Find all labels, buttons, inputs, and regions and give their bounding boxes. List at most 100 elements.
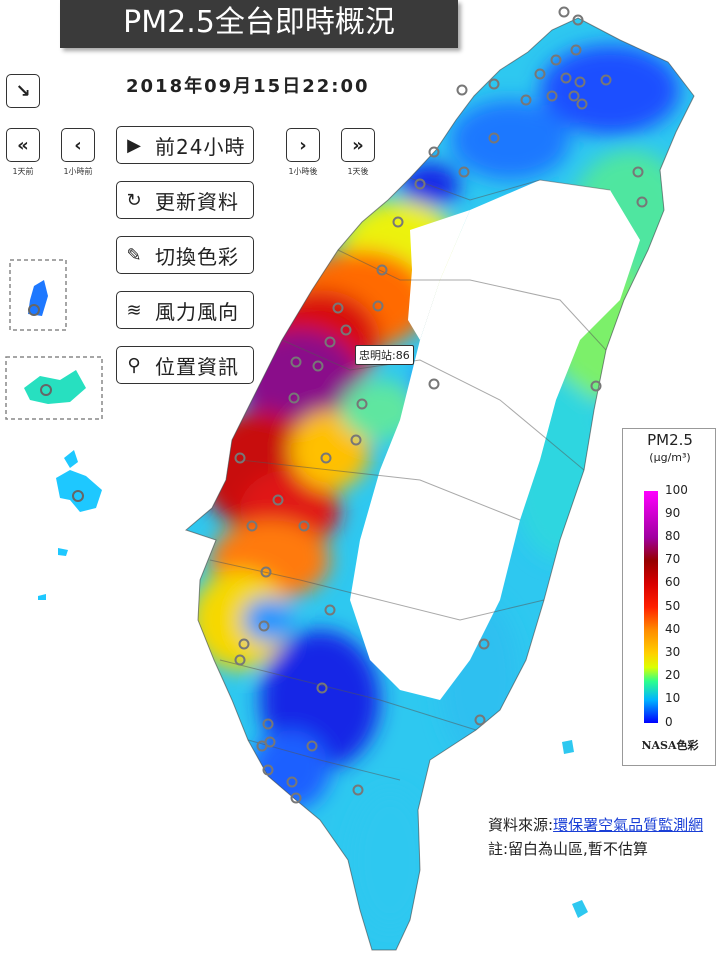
location-button[interactable]: ⚲ 位置資訊 bbox=[116, 346, 254, 384]
legend-tick: 40 bbox=[665, 622, 681, 636]
station-marker[interactable] bbox=[340, 324, 352, 336]
legend-tick: 50 bbox=[665, 599, 681, 613]
legend-footer: NASA色彩 bbox=[641, 739, 699, 752]
forward-1-hour-button[interactable]: › bbox=[286, 128, 320, 162]
station-marker[interactable] bbox=[488, 132, 500, 144]
data-source-prefix: 資料來源: bbox=[488, 816, 554, 834]
station-marker[interactable] bbox=[458, 166, 470, 178]
play-circle-icon: ▶ bbox=[127, 134, 141, 156]
matsu-inset-box bbox=[5, 356, 103, 420]
switch-color-label: 切換色彩 bbox=[155, 244, 239, 269]
map-note: 註:留白為山區,暫不估算 bbox=[488, 840, 648, 858]
location-label: 位置資訊 bbox=[155, 354, 239, 379]
station-marker[interactable] bbox=[324, 604, 336, 616]
station-marker[interactable] bbox=[550, 54, 562, 66]
station-marker[interactable] bbox=[568, 90, 580, 102]
taiwan-outline bbox=[184, 17, 695, 951]
station-marker[interactable] bbox=[312, 360, 324, 372]
double-chevron-right-icon: » bbox=[352, 134, 364, 156]
station-marker[interactable] bbox=[238, 638, 250, 650]
station-marker[interactable] bbox=[298, 520, 310, 532]
refresh-data-label: 更新資料 bbox=[155, 189, 239, 214]
wind-button[interactable]: ≋ 風力風向 bbox=[116, 291, 254, 329]
station-marker[interactable] bbox=[632, 166, 644, 178]
legend-tick: 0 bbox=[665, 715, 673, 729]
switch-color-button[interactable]: ✎ 切換色彩 bbox=[116, 236, 254, 274]
legend-tick: 80 bbox=[665, 529, 681, 543]
kinmen-inset-box bbox=[9, 259, 67, 331]
station-marker[interactable] bbox=[570, 44, 582, 56]
back-1-day-button[interactable]: « bbox=[6, 128, 40, 162]
refresh-data-button[interactable]: ↻ 更新資料 bbox=[116, 181, 254, 219]
legend-color-bar bbox=[644, 491, 658, 723]
wind-icon: ≋ bbox=[126, 299, 142, 321]
legend-tick: 20 bbox=[665, 668, 681, 682]
collapse-panel-button[interactable]: ↘ bbox=[6, 74, 40, 108]
station-marker[interactable] bbox=[350, 434, 362, 446]
station-marker[interactable] bbox=[352, 784, 364, 796]
station-marker[interactable] bbox=[428, 378, 440, 390]
station-marker[interactable] bbox=[428, 146, 440, 158]
legend-unit: (μg/m³) bbox=[649, 451, 691, 464]
wind-label: 風力風向 bbox=[155, 299, 239, 324]
past-24-hours-button[interactable]: ▶ 前24小時 bbox=[116, 126, 254, 164]
station-marker[interactable] bbox=[456, 84, 468, 96]
station-marker[interactable] bbox=[636, 196, 648, 208]
forward-1-day-caption: 1天後 bbox=[347, 167, 369, 176]
station-marker[interactable] bbox=[286, 776, 298, 788]
station-marker[interactable] bbox=[414, 178, 426, 190]
station-marker[interactable] bbox=[590, 380, 602, 392]
station-marker[interactable] bbox=[272, 494, 284, 506]
orchid-island bbox=[562, 740, 574, 754]
chevron-left-icon: ‹ bbox=[74, 134, 82, 156]
station-marker[interactable] bbox=[520, 94, 532, 106]
station-marker[interactable] bbox=[478, 638, 490, 650]
back-1-day-caption: 1天前 bbox=[12, 167, 34, 176]
monitoring-stations[interactable] bbox=[234, 6, 648, 804]
station-marker[interactable] bbox=[320, 452, 332, 464]
station-marker[interactable] bbox=[488, 78, 500, 90]
station-marker[interactable] bbox=[234, 654, 246, 666]
data-source-link[interactable]: 環保署空氣品質監測網 bbox=[553, 816, 704, 834]
station-marker[interactable] bbox=[572, 14, 584, 26]
back-1-hour-caption: 1小時前 bbox=[63, 167, 93, 176]
back-1-hour-button[interactable]: ‹ bbox=[61, 128, 95, 162]
station-marker[interactable] bbox=[558, 6, 570, 18]
legend-tick: 10 bbox=[665, 691, 681, 705]
station-marker[interactable] bbox=[316, 682, 328, 694]
station-marker[interactable] bbox=[258, 620, 270, 632]
station-marker[interactable] bbox=[546, 90, 558, 102]
station-marker[interactable] bbox=[392, 216, 404, 228]
double-chevron-left-icon: « bbox=[17, 134, 29, 156]
station-marker[interactable] bbox=[372, 300, 384, 312]
legend-tick: 90 bbox=[665, 506, 681, 520]
station-marker[interactable] bbox=[262, 764, 274, 776]
forward-1-day-button[interactable]: » bbox=[341, 128, 375, 162]
station-marker[interactable] bbox=[474, 714, 486, 726]
station-marker[interactable] bbox=[246, 520, 258, 532]
legend-tick: 70 bbox=[665, 552, 681, 566]
station-marker[interactable] bbox=[576, 98, 588, 110]
refresh-icon: ↻ bbox=[126, 189, 142, 211]
station-marker[interactable] bbox=[306, 740, 318, 752]
legend-tick: 100 bbox=[665, 483, 688, 497]
station-marker[interactable] bbox=[376, 264, 388, 276]
station-marker[interactable] bbox=[288, 392, 300, 404]
arrow-down-right-icon: ↘ bbox=[15, 80, 31, 102]
station-marker[interactable] bbox=[600, 74, 612, 86]
station-marker[interactable] bbox=[356, 398, 368, 410]
station-marker[interactable] bbox=[574, 76, 586, 88]
station-marker[interactable] bbox=[260, 566, 272, 578]
station-marker[interactable] bbox=[290, 356, 302, 368]
pm25-legend: PM2.5 (μg/m³) 100 90 80 70 60 50 40 30 2… bbox=[622, 428, 716, 766]
station-marker[interactable] bbox=[290, 792, 302, 804]
station-marker[interactable] bbox=[262, 718, 274, 730]
station-marker[interactable] bbox=[234, 452, 246, 464]
past-24-hours-label: 前24小時 bbox=[155, 134, 246, 159]
station-marker[interactable] bbox=[256, 740, 268, 752]
station-marker[interactable] bbox=[534, 68, 546, 80]
station-marker[interactable] bbox=[324, 336, 336, 348]
station-marker[interactable] bbox=[560, 72, 572, 84]
station-marker[interactable] bbox=[332, 302, 344, 314]
